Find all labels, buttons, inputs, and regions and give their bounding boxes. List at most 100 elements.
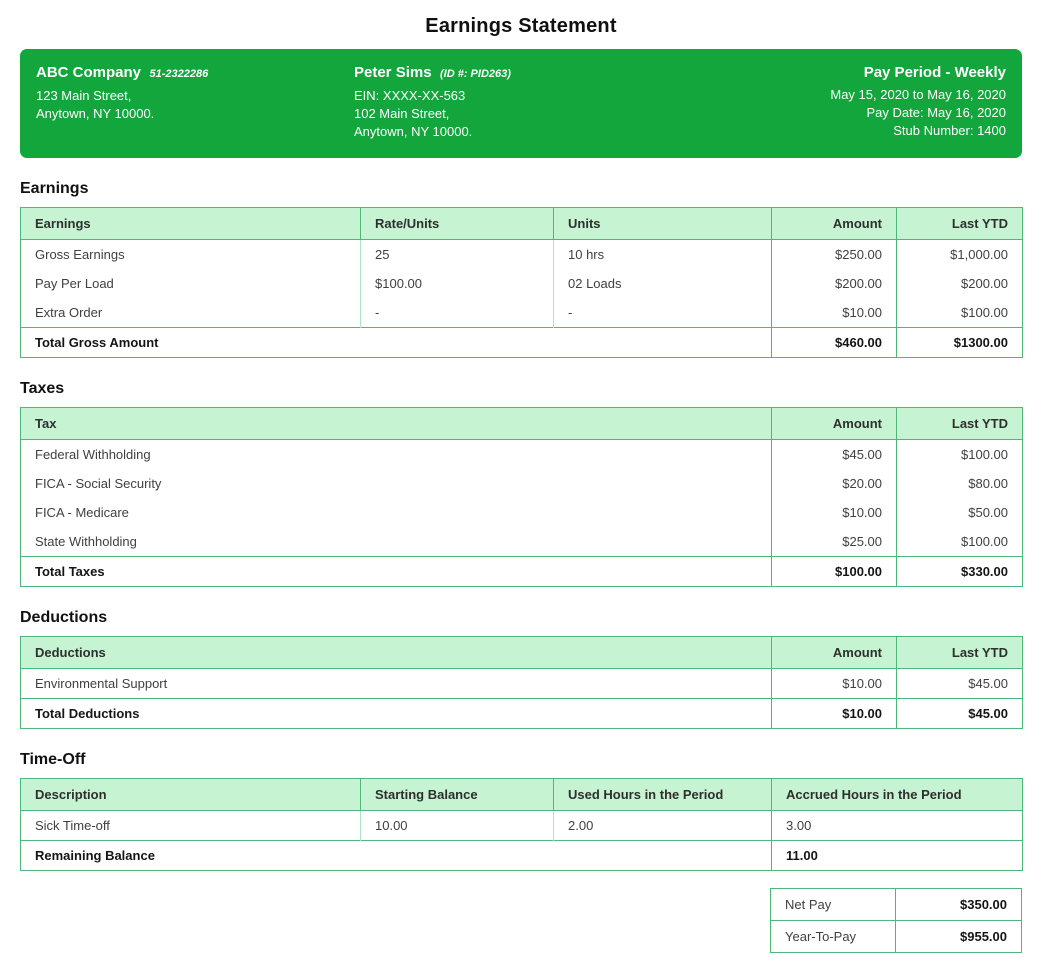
table-row: Federal Withholding $45.00 $100.00 — [21, 439, 1023, 469]
cell-amount: $20.00 — [771, 469, 897, 498]
deductions-section-heading: Deductions — [20, 609, 108, 626]
taxes-header-row: Tax Amount Last YTD — [20, 407, 1023, 440]
total-label: Remaining Balance — [20, 840, 772, 871]
earnings-section-heading: Earnings — [20, 180, 89, 197]
taxes-table: Tax Amount Last YTD Federal Withholding … — [20, 407, 1023, 587]
employee-id: (ID #: PID263) — [440, 68, 511, 80]
stub-number: Stub Number: 1400 — [893, 123, 1006, 138]
column-header-last-ytd: Last YTD — [896, 636, 1023, 669]
deductions-total-row: Total Deductions $10.00 $45.00 — [20, 698, 1023, 729]
cell-tax-name: FICA - Social Security — [35, 476, 162, 491]
cell-used-hours: 2.00 — [553, 810, 772, 841]
earnings-header-row: Earnings Rate/Units Units Amount Last YT… — [20, 207, 1023, 240]
pay-date: Pay Date: May 16, 2020 — [866, 105, 1006, 120]
column-header-amount: Amount — [771, 207, 897, 240]
time-off-header-row: Description Starting Balance Used Hours … — [20, 778, 1023, 811]
cell-description: Sick Time-off — [35, 818, 110, 833]
cell-units: 10 hrs — [553, 239, 772, 269]
cell-amount: $250.00 — [771, 239, 897, 269]
time-off-table: Description Starting Balance Used Hours … — [20, 778, 1023, 871]
table-row: Sick Time-off 10.00 2.00 3.00 — [21, 810, 1023, 841]
cell-last-ytd: $100.00 — [896, 439, 1023, 469]
cell-deduction-name: Environmental Support — [35, 676, 168, 691]
time-off-section-heading: Time-Off — [20, 751, 86, 768]
deductions-table: Deductions Amount Last YTD Environmental… — [20, 636, 1023, 729]
total-last-ytd: $45.00 — [896, 698, 1023, 729]
cell-rate-units: $100.00 — [360, 269, 554, 298]
column-header-last-ytd: Last YTD — [896, 407, 1023, 440]
column-header-rate-units: Rate/Units — [360, 207, 554, 240]
cell-amount: $200.00 — [771, 269, 897, 298]
cell-starting-balance: 10.00 — [360, 810, 554, 841]
column-header-amount: Amount — [771, 407, 897, 440]
cell-accrued-hours: 3.00 — [771, 810, 1023, 841]
total-amount: $10.00 — [771, 698, 897, 729]
column-header-used-hours: Used Hours in the Period — [553, 778, 772, 811]
cell-last-ytd: $1,000.00 — [896, 239, 1023, 269]
employee-ein: EIN: XXXX-XX-563 — [354, 88, 466, 103]
table-row: FICA - Medicare $10.00 $50.00 — [21, 498, 1023, 527]
year-to-pay-row: Year-To-Pay $955.00 — [770, 920, 1022, 953]
header-band: ABC Company 51-2322286 123 Main Street, … — [20, 49, 1022, 158]
remaining-balance-value: 11.00 — [771, 840, 1023, 871]
table-row: Extra Order - - $10.00 $100.00 — [21, 298, 1023, 328]
company-address-line-1: 123 Main Street, — [36, 88, 132, 103]
company-id: 51-2322286 — [149, 68, 209, 80]
column-header-tax: Tax — [20, 407, 772, 440]
employee-address-line-1: 102 Main Street, — [354, 106, 450, 121]
total-label: Total Taxes — [20, 556, 772, 587]
year-to-pay-label: Year-To-Pay — [770, 920, 896, 953]
column-header-deductions: Deductions — [20, 636, 772, 669]
cell-last-ytd: $100.00 — [896, 527, 1023, 557]
column-header-amount: Amount — [771, 636, 897, 669]
cell-amount: $25.00 — [771, 527, 897, 557]
pay-summary-table: Net Pay $350.00 Year-To-Pay $955.00 — [770, 888, 1022, 953]
column-header-last-ytd: Last YTD — [896, 207, 1023, 240]
total-amount: $460.00 — [771, 327, 897, 358]
cell-last-ytd: $45.00 — [896, 668, 1023, 699]
cell-earning-name: Pay Per Load — [35, 276, 114, 291]
cell-last-ytd: $50.00 — [896, 498, 1023, 527]
cell-last-ytd: $200.00 — [896, 269, 1023, 298]
company-info: ABC Company 51-2322286 123 Main Street, … — [36, 64, 354, 141]
cell-rate-units: - — [360, 298, 554, 328]
pay-period-range: May 15, 2020 to May 16, 2020 — [830, 87, 1006, 102]
table-row: Pay Per Load $100.00 02 Loads $200.00 $2… — [21, 269, 1023, 298]
cell-amount: $45.00 — [771, 439, 897, 469]
cell-units: 02 Loads — [553, 269, 772, 298]
cell-amount: $10.00 — [771, 668, 897, 699]
cell-amount: $10.00 — [771, 498, 897, 527]
earnings-table: Earnings Rate/Units Units Amount Last YT… — [20, 207, 1023, 358]
table-row: State Withholding $25.00 $100.00 — [21, 527, 1023, 557]
total-last-ytd: $330.00 — [896, 556, 1023, 587]
cell-tax-name: FICA - Medicare — [35, 505, 129, 520]
cell-rate-units: 25 — [360, 239, 554, 269]
column-header-description: Description — [20, 778, 361, 811]
net-pay-label: Net Pay — [770, 888, 896, 921]
table-row: FICA - Social Security $20.00 $80.00 — [21, 469, 1023, 498]
employee-address-line-2: Anytown, NY 10000. — [354, 124, 473, 139]
total-amount: $100.00 — [771, 556, 897, 587]
table-row: Gross Earnings 25 10 hrs $250.00 $1,000.… — [21, 239, 1023, 269]
total-label: Total Deductions — [20, 698, 772, 729]
employee-name-line: Peter Sims (ID #: PID263) — [354, 64, 756, 82]
company-name-line: ABC Company 51-2322286 — [36, 64, 354, 82]
taxes-total-row: Total Taxes $100.00 $330.00 — [20, 556, 1023, 587]
pay-period-title: Pay Period - Weekly — [863, 64, 1006, 81]
total-last-ytd: $1300.00 — [896, 327, 1023, 358]
cell-tax-name: State Withholding — [35, 534, 137, 549]
cell-units: - — [553, 298, 772, 328]
cell-amount: $10.00 — [771, 298, 897, 328]
cell-last-ytd: $80.00 — [896, 469, 1023, 498]
column-header-units: Units — [553, 207, 772, 240]
total-label: Total Gross Amount — [20, 327, 772, 358]
taxes-section-heading: Taxes — [20, 380, 65, 397]
net-pay-row: Net Pay $350.00 — [770, 888, 1022, 921]
earnings-statement-page: Earnings Statement ABC Company 51-232228… — [20, 15, 1023, 967]
company-address-line-2: Anytown, NY 10000. — [36, 106, 155, 121]
cell-earning-name: Gross Earnings — [35, 247, 125, 262]
column-header-starting-balance: Starting Balance — [360, 778, 554, 811]
net-pay-value: $350.00 — [895, 888, 1022, 921]
year-to-pay-value: $955.00 — [895, 920, 1022, 953]
column-header-earnings: Earnings — [20, 207, 361, 240]
